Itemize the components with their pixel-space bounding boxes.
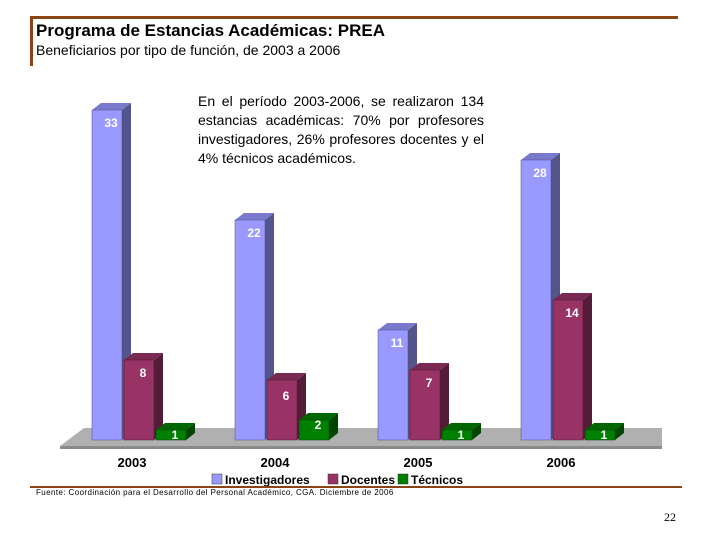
bar-front	[91, 109, 123, 441]
bar-técnicos-2004: 2	[298, 413, 338, 441]
legend-swatch	[211, 473, 223, 485]
data-label: 2	[315, 418, 322, 432]
bar-side	[122, 103, 131, 440]
x-tick-label: 2003	[118, 455, 147, 470]
legend-item-docentes: Docentes	[327, 473, 395, 487]
footer-rule	[30, 486, 682, 488]
bar-side	[615, 423, 624, 440]
bar-docentes-2005: 7	[409, 363, 449, 441]
bar-side	[154, 353, 163, 440]
bar-docentes-2006: 14	[552, 293, 592, 441]
x-tick-label: 2005	[404, 455, 433, 470]
source-note: Fuente: Coordinación para el Desarrollo …	[36, 488, 394, 497]
bar-docentes-2004: 6	[266, 373, 306, 441]
legend-swatch	[327, 473, 339, 485]
bar-side	[472, 423, 481, 440]
bar-front	[552, 299, 584, 441]
data-label: 33	[104, 116, 118, 130]
bar-front	[584, 429, 616, 441]
data-label: 7	[426, 376, 433, 390]
bar-side	[186, 423, 195, 440]
legend-swatch	[397, 473, 409, 485]
data-label: 22	[247, 226, 261, 240]
bar-front	[123, 359, 155, 441]
bar-top	[92, 103, 131, 110]
data-label: 6	[283, 389, 290, 403]
bar-front	[377, 329, 409, 441]
bar-top	[585, 423, 624, 430]
bar-top	[521, 153, 560, 160]
bar-top	[235, 213, 274, 220]
x-tick-label: 2004	[261, 455, 291, 470]
bar-docentes-2003: 8	[123, 353, 163, 441]
page-title: Programa de Estancias Académicas: PREA	[36, 21, 385, 40]
chart-bars: 33 8 1 22 6 2 11 7 1 28 14 1	[91, 103, 624, 442]
bar-técnicos-2005: 1	[441, 423, 481, 442]
bar-side	[329, 413, 338, 440]
bar-técnicos-2006: 1	[584, 423, 624, 442]
bar-top	[267, 373, 306, 380]
bar-side	[583, 293, 592, 440]
summary-note: En el período 2003-2006, se realizaron 1…	[198, 93, 484, 166]
bar-top	[553, 293, 592, 300]
bar-investigadores-2003: 33	[91, 103, 131, 441]
bar-front	[155, 429, 187, 441]
page-subtitle: Beneficiarios por tipo de función, de 20…	[36, 42, 341, 58]
data-label: 1	[458, 428, 465, 442]
legend-item-técnicos: Técnicos	[397, 473, 463, 487]
floor-edge	[60, 446, 662, 449]
bar-front	[298, 419, 330, 441]
legend-label: Técnicos	[411, 473, 463, 487]
chart-legend: Investigadores Docentes Técnicos	[211, 473, 463, 487]
bar-top	[378, 323, 417, 330]
data-label: 8	[140, 366, 147, 380]
legend-label: Investigadores	[225, 473, 310, 487]
legend-label: Docentes	[341, 473, 395, 487]
bar-front	[409, 369, 441, 441]
x-axis-labels: 2003 2004 2005 2006	[118, 455, 576, 470]
header-rule-left	[30, 16, 33, 66]
bar-front	[441, 429, 473, 441]
bar-side	[440, 363, 449, 440]
bar-top	[410, 363, 449, 370]
floor-plane	[60, 428, 662, 446]
data-label: 14	[565, 306, 579, 320]
bar-top	[156, 423, 195, 430]
bar-front	[520, 159, 552, 441]
data-label: 28	[533, 166, 547, 180]
legend-item-investigadores: Investigadores	[211, 473, 310, 487]
data-label: 11	[391, 336, 404, 350]
bar-top	[442, 423, 481, 430]
page-number: 22	[664, 510, 676, 524]
data-label: 1	[172, 428, 179, 442]
bar-front	[266, 379, 298, 441]
header-rule-top	[30, 16, 678, 19]
bar-top	[124, 353, 163, 360]
x-tick-label: 2006	[547, 455, 576, 470]
bar-técnicos-2003: 1	[155, 423, 195, 442]
bar-top	[299, 413, 338, 420]
chart-floor	[60, 428, 662, 449]
bar-front	[234, 219, 266, 441]
data-label: 1	[601, 428, 608, 442]
